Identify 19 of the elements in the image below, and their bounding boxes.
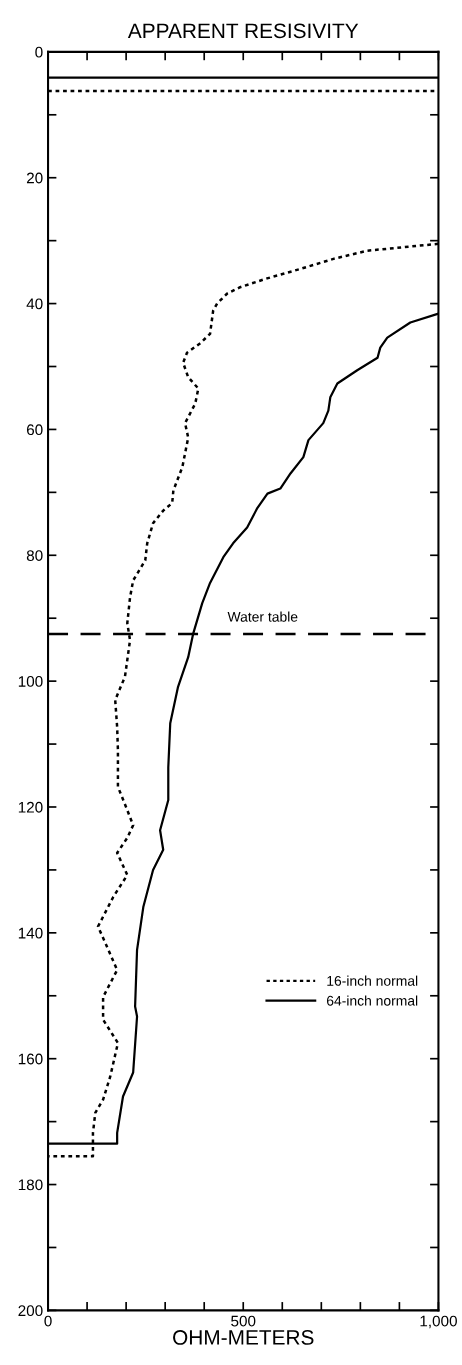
- x-axis-title: OHM-METERS: [173, 1330, 314, 1345]
- y-tick-label: 100: [18, 676, 43, 687]
- y-tick-label: 60: [26, 424, 43, 436]
- y-tick-label: 200: [18, 1305, 43, 1317]
- y-tick-label: 120: [18, 801, 43, 813]
- x-tick-label: 0: [44, 1315, 52, 1327]
- y-tick-label: 40: [26, 298, 43, 310]
- ref-line-label: Water table: [227, 611, 298, 622]
- y-tick-label: 160: [18, 1053, 43, 1065]
- y-tick-label: 20: [26, 172, 43, 184]
- y-tick-label: 180: [18, 1179, 43, 1191]
- legend-label: 16-inch normal: [327, 975, 418, 986]
- legend-label: 64-inch normal: [326, 995, 418, 1006]
- chart-title: APPARENT RESISIVITY: [127, 23, 359, 39]
- x-tick-label: 1,000: [420, 1315, 457, 1329]
- y-tick-label: 140: [18, 927, 43, 939]
- y-tick-label: 80: [26, 550, 43, 561]
- y-tick-label: 0: [35, 46, 43, 58]
- x-tick-label: 500: [231, 1315, 256, 1327]
